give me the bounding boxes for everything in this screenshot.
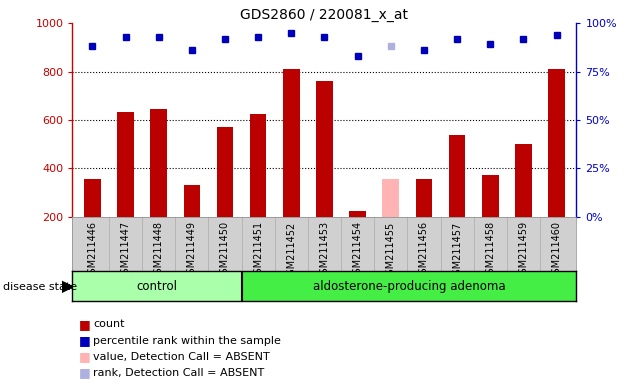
Text: count: count [93,319,125,329]
Text: GSM211449: GSM211449 [187,221,197,280]
Polygon shape [62,281,73,292]
Bar [76,217,109,271]
Bar [308,217,341,271]
Bar [151,109,167,265]
Bar [482,175,498,265]
Bar [84,179,101,265]
Text: GSM211453: GSM211453 [319,221,329,280]
Bar [217,127,233,265]
Text: GSM211446: GSM211446 [88,221,98,280]
Text: GSM211454: GSM211454 [353,221,363,280]
Title: GDS2860 / 220081_x_at: GDS2860 / 220081_x_at [241,8,408,22]
Text: GSM211458: GSM211458 [485,221,495,280]
Bar [117,111,134,265]
Bar [449,134,466,265]
Bar [349,211,366,265]
Text: ■: ■ [79,350,91,363]
Text: disease state: disease state [3,282,77,292]
Bar [540,217,573,271]
Text: GSM211452: GSM211452 [286,221,296,280]
Bar [507,217,540,271]
Text: control: control [137,280,178,293]
Bar [440,217,474,271]
Text: GSM211448: GSM211448 [154,221,164,280]
Bar [408,217,440,271]
Bar [548,69,565,265]
Bar [316,81,333,265]
Bar [382,179,399,265]
Text: ■: ■ [79,366,91,379]
Text: ■: ■ [79,334,91,347]
Bar [175,217,209,271]
Text: aldosterone-producing adenoma: aldosterone-producing adenoma [312,280,505,293]
Text: GSM211450: GSM211450 [220,221,230,280]
Text: GSM211457: GSM211457 [452,221,462,280]
Text: percentile rank within the sample: percentile rank within the sample [93,336,281,346]
Text: GSM211447: GSM211447 [120,221,130,280]
Bar [209,217,241,271]
Text: GSM211459: GSM211459 [518,221,529,280]
Bar [416,179,432,265]
Bar [474,217,507,271]
Bar [283,69,300,265]
Bar [109,217,142,271]
Bar [341,217,374,271]
Text: GSM211451: GSM211451 [253,221,263,280]
Bar [142,217,175,271]
Bar [72,271,241,301]
Text: value, Detection Call = ABSENT: value, Detection Call = ABSENT [93,352,270,362]
Bar [275,217,308,271]
Text: GSM211455: GSM211455 [386,221,396,280]
Bar [183,185,200,265]
Text: GSM211460: GSM211460 [551,221,561,280]
Text: GSM211456: GSM211456 [419,221,429,280]
Bar [250,114,266,265]
Bar [241,217,275,271]
Bar [515,144,532,265]
Text: ■: ■ [79,318,91,331]
Text: rank, Detection Call = ABSENT: rank, Detection Call = ABSENT [93,368,265,378]
Bar [374,217,408,271]
